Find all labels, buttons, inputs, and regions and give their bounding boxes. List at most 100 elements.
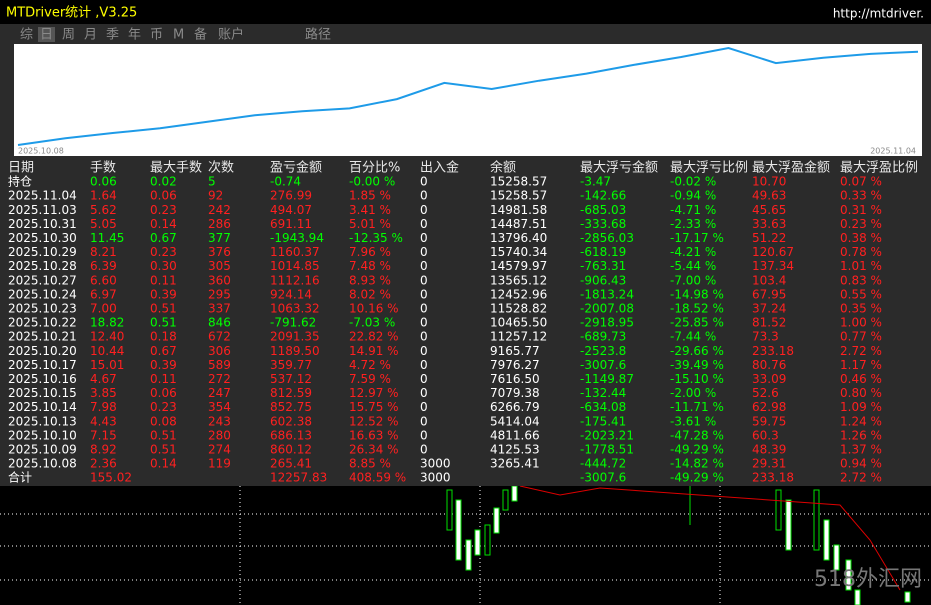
cell: 119	[208, 457, 231, 471]
cell: 306	[208, 344, 231, 358]
cell: 0	[420, 287, 428, 301]
cell: -2007.08	[580, 302, 634, 316]
cell: 537.12	[270, 372, 312, 386]
cell: 1.24 %	[840, 414, 882, 428]
cell: 11257.12	[490, 330, 547, 344]
cell: 0.39	[150, 358, 177, 372]
cell: 7.96 %	[349, 245, 391, 259]
tab[interactable]: 年	[128, 28, 141, 43]
cell: -39.49 %	[670, 358, 724, 372]
cell: 14981.58	[490, 203, 547, 217]
cell: 51.22	[752, 231, 786, 245]
cell: 8.93 %	[349, 273, 391, 287]
cell: 6.97	[90, 287, 117, 301]
cell: 0	[420, 358, 428, 372]
cell: -3007.6	[580, 471, 626, 485]
row-label: 2025.10.09	[8, 443, 77, 457]
cell: 0.94 %	[840, 457, 882, 471]
cell: 7616.50	[490, 372, 540, 386]
cell: -3.61 %	[670, 414, 716, 428]
cell: 233.18	[752, 471, 794, 485]
cell: 3000	[420, 471, 451, 485]
row-label: 2025.10.22	[8, 316, 77, 330]
cell: 0	[420, 316, 428, 330]
tab[interactable]: 周	[62, 28, 75, 43]
cell: 15740.34	[490, 245, 547, 259]
cell: -634.08	[580, 400, 626, 414]
tab[interactable]: 月	[84, 28, 97, 43]
row-label: 2025.10.20	[8, 344, 77, 358]
cell: -7.00 %	[670, 273, 716, 287]
cell: -0.74	[270, 175, 301, 189]
cell: 295	[208, 287, 231, 301]
cell: 0	[420, 372, 428, 386]
cell: 602.38	[270, 414, 312, 428]
cell: 408.59 %	[349, 471, 406, 485]
tab[interactable]: M	[173, 28, 184, 43]
cell: 10.70	[752, 175, 786, 189]
column-header: 手数	[90, 161, 116, 176]
cell: 137.34	[752, 259, 794, 273]
cell: 0	[420, 175, 428, 189]
cell: 0.14	[150, 457, 177, 471]
cell: -0.00 %	[349, 175, 395, 189]
cell: 242	[208, 203, 231, 217]
cell: 0.11	[150, 273, 177, 287]
tab[interactable]: 日	[40, 28, 53, 43]
cell: 1063.32	[270, 302, 320, 316]
cell: 6.39	[90, 259, 117, 273]
tab[interactable]: 币	[150, 28, 163, 43]
row-label: 2025.10.23	[8, 302, 77, 316]
row-label: 2025.10.16	[8, 372, 77, 386]
cell: 0.67	[150, 344, 177, 358]
cell: 7079.38	[490, 386, 540, 400]
cell: -2023.21	[580, 428, 634, 442]
cell: 92	[208, 189, 223, 203]
cell: 233.18	[752, 344, 794, 358]
cell: -763.31	[580, 259, 626, 273]
cell: 81.52	[752, 316, 786, 330]
row-label: 2025.11.03	[8, 203, 77, 217]
cell: 0.06	[150, 386, 177, 400]
cell: -333.68	[580, 217, 626, 231]
cell: 10.16 %	[349, 302, 399, 316]
cell: 4125.53	[490, 443, 540, 457]
cell: 0	[420, 217, 428, 231]
cell: 0.06	[90, 175, 117, 189]
column-header: 出入金	[420, 160, 459, 176]
row-label: 2025.10.17	[8, 358, 77, 372]
cell: 0	[420, 428, 428, 442]
cell: -2918.95	[580, 316, 634, 330]
cell: 0.23	[150, 400, 177, 414]
cell: -0.02 %	[670, 175, 716, 189]
cell: 4.43	[90, 414, 117, 428]
cell: 0	[420, 330, 428, 344]
tab[interactable]: 综	[20, 28, 33, 43]
cell: 3000	[420, 457, 451, 471]
row-label: 2025.10.13	[8, 414, 77, 428]
cell: -47.28 %	[670, 428, 724, 442]
cell: 0.02	[150, 175, 177, 189]
cell: -4.71 %	[670, 203, 716, 217]
tab[interactable]: 账户	[218, 27, 244, 43]
cell: 0.18	[150, 330, 177, 344]
cell: -2.00 %	[670, 386, 716, 400]
cell: 280	[208, 428, 231, 442]
cell: 812.59	[270, 386, 312, 400]
cell: 12.97 %	[349, 386, 399, 400]
cell: -132.44	[580, 386, 626, 400]
cell: 1.26 %	[840, 428, 882, 442]
row-label: 2025.10.15	[8, 386, 77, 400]
column-header: 最大浮盈比例	[840, 161, 918, 176]
tab[interactable]: 季	[106, 28, 119, 43]
cell: 67.95	[752, 287, 786, 301]
cell: 6266.79	[490, 400, 540, 414]
cell: 0.51	[150, 302, 177, 316]
cell: -142.66	[580, 189, 626, 203]
tab[interactable]: 备	[194, 27, 207, 43]
tab[interactable]: 路径	[305, 27, 331, 43]
cell: 0.80 %	[840, 386, 882, 400]
equity-chart	[14, 44, 922, 156]
cell: 11.45	[90, 231, 124, 245]
title-bar	[0, 0, 931, 24]
